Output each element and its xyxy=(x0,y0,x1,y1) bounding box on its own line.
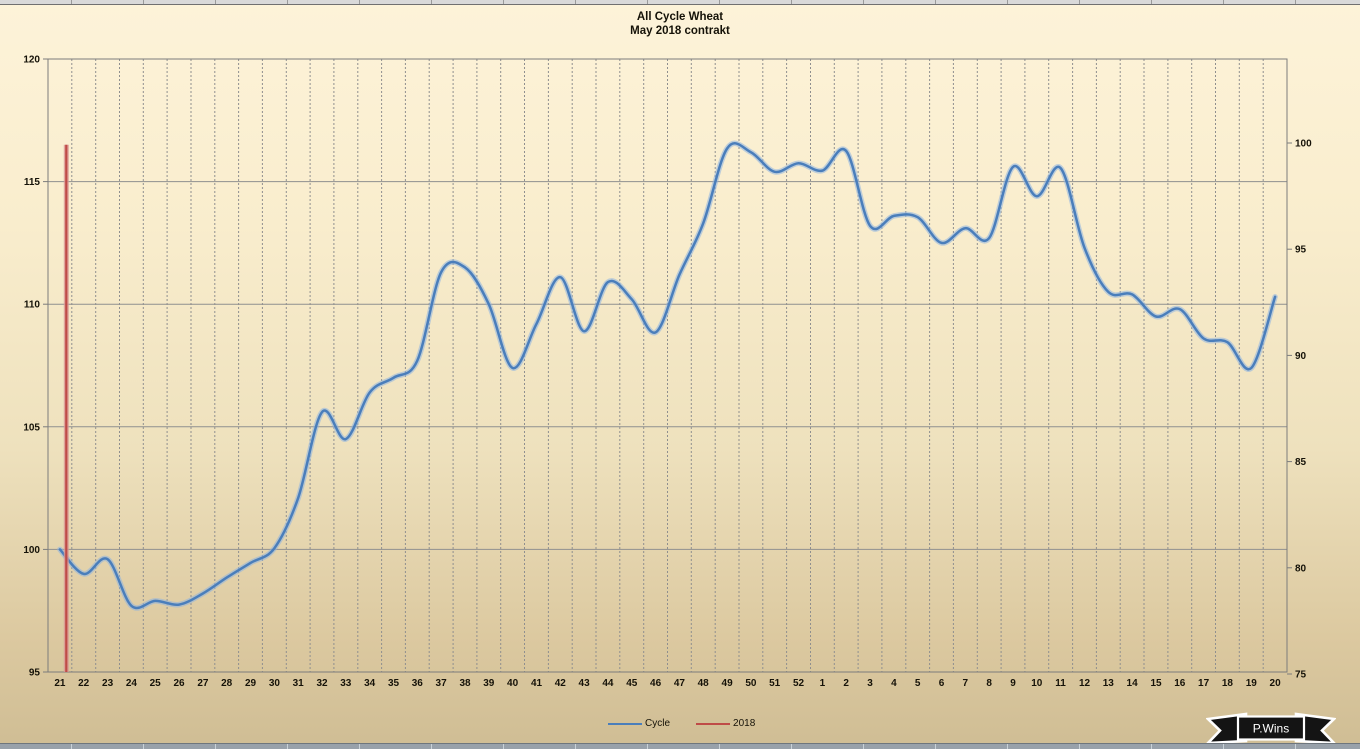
svg-text:15: 15 xyxy=(1150,678,1162,689)
svg-text:37: 37 xyxy=(436,678,448,689)
svg-text:13: 13 xyxy=(1103,678,1115,689)
svg-text:100: 100 xyxy=(1295,139,1312,150)
svg-text:21: 21 xyxy=(54,678,66,689)
svg-text:44: 44 xyxy=(602,678,614,689)
svg-text:36: 36 xyxy=(412,678,424,689)
svg-text:105: 105 xyxy=(23,422,40,433)
svg-text:28: 28 xyxy=(221,678,233,689)
year-line-swatch-icon xyxy=(696,722,731,725)
chart-legend[interactable]: Cycle 2018 xyxy=(608,718,755,729)
svg-text:40: 40 xyxy=(507,678,519,689)
svg-text:17: 17 xyxy=(1198,678,1210,689)
svg-text:32: 32 xyxy=(316,678,328,689)
svg-text:38: 38 xyxy=(459,678,471,689)
chart-title-block: All Cycle Wheat May 2018 contrakt xyxy=(0,10,1360,38)
chart-title: All Cycle Wheat xyxy=(636,11,724,23)
svg-text:95: 95 xyxy=(1295,245,1307,256)
svg-text:75: 75 xyxy=(1295,670,1307,681)
svg-text:115: 115 xyxy=(24,177,41,188)
svg-text:80: 80 xyxy=(1295,563,1307,574)
svg-text:18: 18 xyxy=(1222,678,1234,689)
svg-text:14: 14 xyxy=(1127,678,1139,689)
svg-text:12: 12 xyxy=(1079,678,1091,689)
svg-text:20: 20 xyxy=(1270,678,1282,689)
svg-text:2: 2 xyxy=(843,678,849,689)
svg-text:42: 42 xyxy=(555,678,567,689)
ribbon-center-panel xyxy=(1236,715,1306,741)
svg-text:39: 39 xyxy=(483,678,495,689)
svg-text:19: 19 xyxy=(1246,678,1258,689)
svg-text:43: 43 xyxy=(579,678,591,689)
svg-text:48: 48 xyxy=(698,678,710,689)
svg-text:29: 29 xyxy=(245,678,257,689)
svg-text:85: 85 xyxy=(1295,457,1307,468)
svg-text:6: 6 xyxy=(939,678,945,689)
pwins-label: P.Wins xyxy=(1253,722,1289,736)
svg-text:4: 4 xyxy=(891,678,897,689)
svg-text:1: 1 xyxy=(820,678,826,689)
svg-text:25: 25 xyxy=(150,678,162,689)
ribbon-right-wing-icon xyxy=(1294,712,1336,745)
svg-text:27: 27 xyxy=(197,678,209,689)
svg-text:100: 100 xyxy=(23,545,40,556)
svg-text:9: 9 xyxy=(1010,678,1016,689)
svg-text:95: 95 xyxy=(29,668,41,679)
svg-text:7: 7 xyxy=(963,678,969,689)
svg-text:8: 8 xyxy=(986,678,992,689)
svg-text:24: 24 xyxy=(126,678,138,689)
svg-text:51: 51 xyxy=(769,678,781,689)
svg-text:52: 52 xyxy=(793,678,805,689)
svg-text:34: 34 xyxy=(364,678,376,689)
legend-item-cycle[interactable]: Cycle xyxy=(608,718,670,729)
svg-text:11: 11 xyxy=(1055,678,1066,689)
svg-text:23: 23 xyxy=(102,678,114,689)
legend-label-cycle: Cycle xyxy=(645,718,671,729)
sheet-bottom-edge xyxy=(0,743,1360,749)
svg-text:30: 30 xyxy=(269,678,281,689)
svg-text:16: 16 xyxy=(1174,678,1186,689)
svg-text:35: 35 xyxy=(388,678,400,689)
svg-text:50: 50 xyxy=(745,678,757,689)
pwins-ribbon-logo: P.Wins xyxy=(1206,712,1336,745)
svg-text:10: 10 xyxy=(1031,678,1043,689)
svg-text:90: 90 xyxy=(1295,351,1307,362)
svg-text:26: 26 xyxy=(173,678,185,689)
svg-text:3: 3 xyxy=(867,678,873,689)
svg-text:110: 110 xyxy=(24,300,41,311)
legend-item-2018[interactable]: 2018 xyxy=(696,718,755,729)
ribbon-left-wing-icon xyxy=(1206,712,1248,745)
svg-text:45: 45 xyxy=(626,678,638,689)
svg-text:120: 120 xyxy=(23,55,40,66)
svg-text:5: 5 xyxy=(915,678,921,689)
svg-text:31: 31 xyxy=(293,678,305,689)
svg-text:22: 22 xyxy=(78,678,90,689)
sheet-top-edge xyxy=(0,0,1360,5)
svg-text:47: 47 xyxy=(674,678,686,689)
svg-text:33: 33 xyxy=(340,678,352,689)
legend-label-2018: 2018 xyxy=(733,718,756,729)
chart-subtitle: May 2018 contrakt xyxy=(630,25,730,37)
svg-text:46: 46 xyxy=(650,678,662,689)
svg-text:49: 49 xyxy=(722,678,734,689)
cycle-line-swatch-icon xyxy=(608,722,642,725)
svg-text:41: 41 xyxy=(531,678,543,689)
